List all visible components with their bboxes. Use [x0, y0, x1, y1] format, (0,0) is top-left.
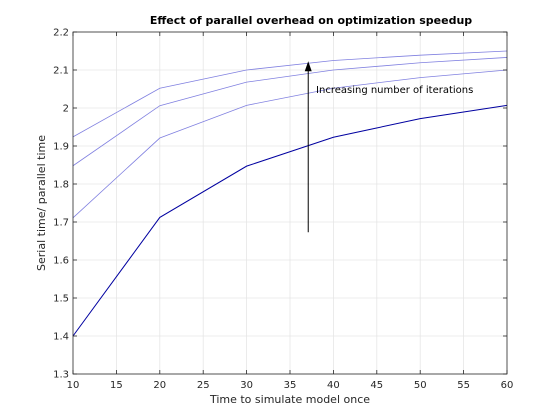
- y-tick-label: 1.3: [53, 370, 69, 381]
- series-line-4: [72, 50, 508, 138]
- y-axis-label: Serial time/ parallel time: [35, 135, 48, 271]
- x-tick-label: 30: [240, 380, 253, 391]
- x-tick-label: 50: [414, 380, 427, 391]
- x-tick-label: 60: [501, 380, 514, 391]
- series-line-2: [72, 69, 508, 219]
- x-tick-label: 40: [327, 380, 340, 391]
- grid: [73, 32, 507, 374]
- annotation-arrow-head: [304, 61, 312, 72]
- annotation-layer: Increasing number of iterations: [304, 61, 473, 233]
- chart-title: Effect of parallel overhead on optimizat…: [150, 14, 472, 27]
- x-axis-label: Time to simulate model once: [209, 393, 370, 406]
- x-tick-label: 55: [457, 380, 470, 391]
- x-tick-label: 15: [110, 380, 123, 391]
- x-tick-label: 35: [284, 380, 297, 391]
- series-line-1: [72, 104, 508, 337]
- x-tick-label: 25: [197, 380, 210, 391]
- y-tick-label: 2.2: [53, 28, 69, 39]
- y-tick-label: 1.9: [53, 142, 69, 153]
- y-tick-label: 1.8: [53, 180, 69, 191]
- annotation-text: Increasing number of iterations: [316, 85, 473, 96]
- y-tick-label: 2: [63, 104, 69, 115]
- y-tick-label: 1.4: [53, 332, 69, 343]
- y-tick-label: 1.7: [53, 218, 69, 229]
- ticks: 10 15 20 25 30 35 40 45 50 55 60 1.3 1.4 1.5 1.6 1.7 1.8…: [53, 28, 513, 392]
- y-tick-label: 1.6: [53, 256, 69, 267]
- y-tick-label: 2.1: [53, 66, 69, 77]
- x-tick-label: 20: [153, 380, 166, 391]
- series-line-3: [72, 57, 508, 167]
- x-tick-label: 10: [67, 380, 80, 391]
- y-tick-label: 1.5: [53, 294, 69, 305]
- series-group: [72, 50, 508, 337]
- x-tick-label: 45: [370, 380, 383, 391]
